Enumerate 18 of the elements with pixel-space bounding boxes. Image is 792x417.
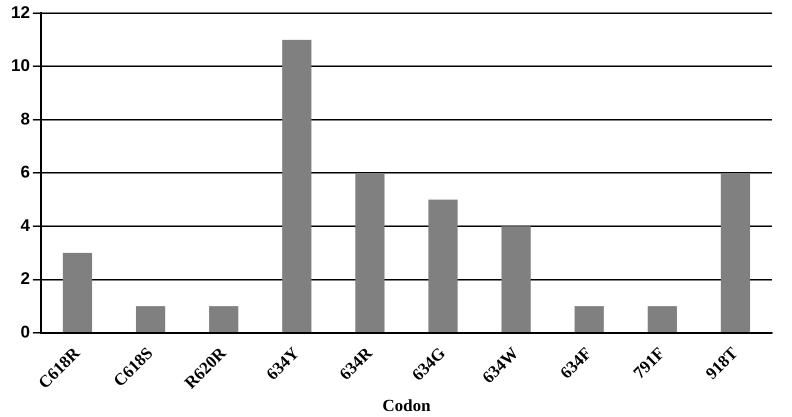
y-tick-label: 6: [20, 162, 30, 182]
bar: [282, 40, 312, 332]
y-tick-label: 2: [20, 269, 30, 288]
x-axis-title: Codon: [382, 396, 432, 416]
bar: [720, 172, 750, 332]
y-tick-label: 0: [20, 322, 30, 342]
bar: [428, 200, 458, 332]
y-tick-label: 4: [20, 216, 30, 235]
bar: [574, 306, 604, 332]
bar: [136, 306, 166, 332]
bar: [62, 252, 92, 332]
bar: [355, 172, 385, 332]
bar: [648, 306, 677, 332]
bar: [501, 226, 531, 332]
y-tick-label: 10: [10, 56, 30, 76]
y-tick-label: 12: [10, 2, 30, 22]
bar: [209, 306, 238, 332]
y-tick-label: 8: [20, 109, 30, 128]
